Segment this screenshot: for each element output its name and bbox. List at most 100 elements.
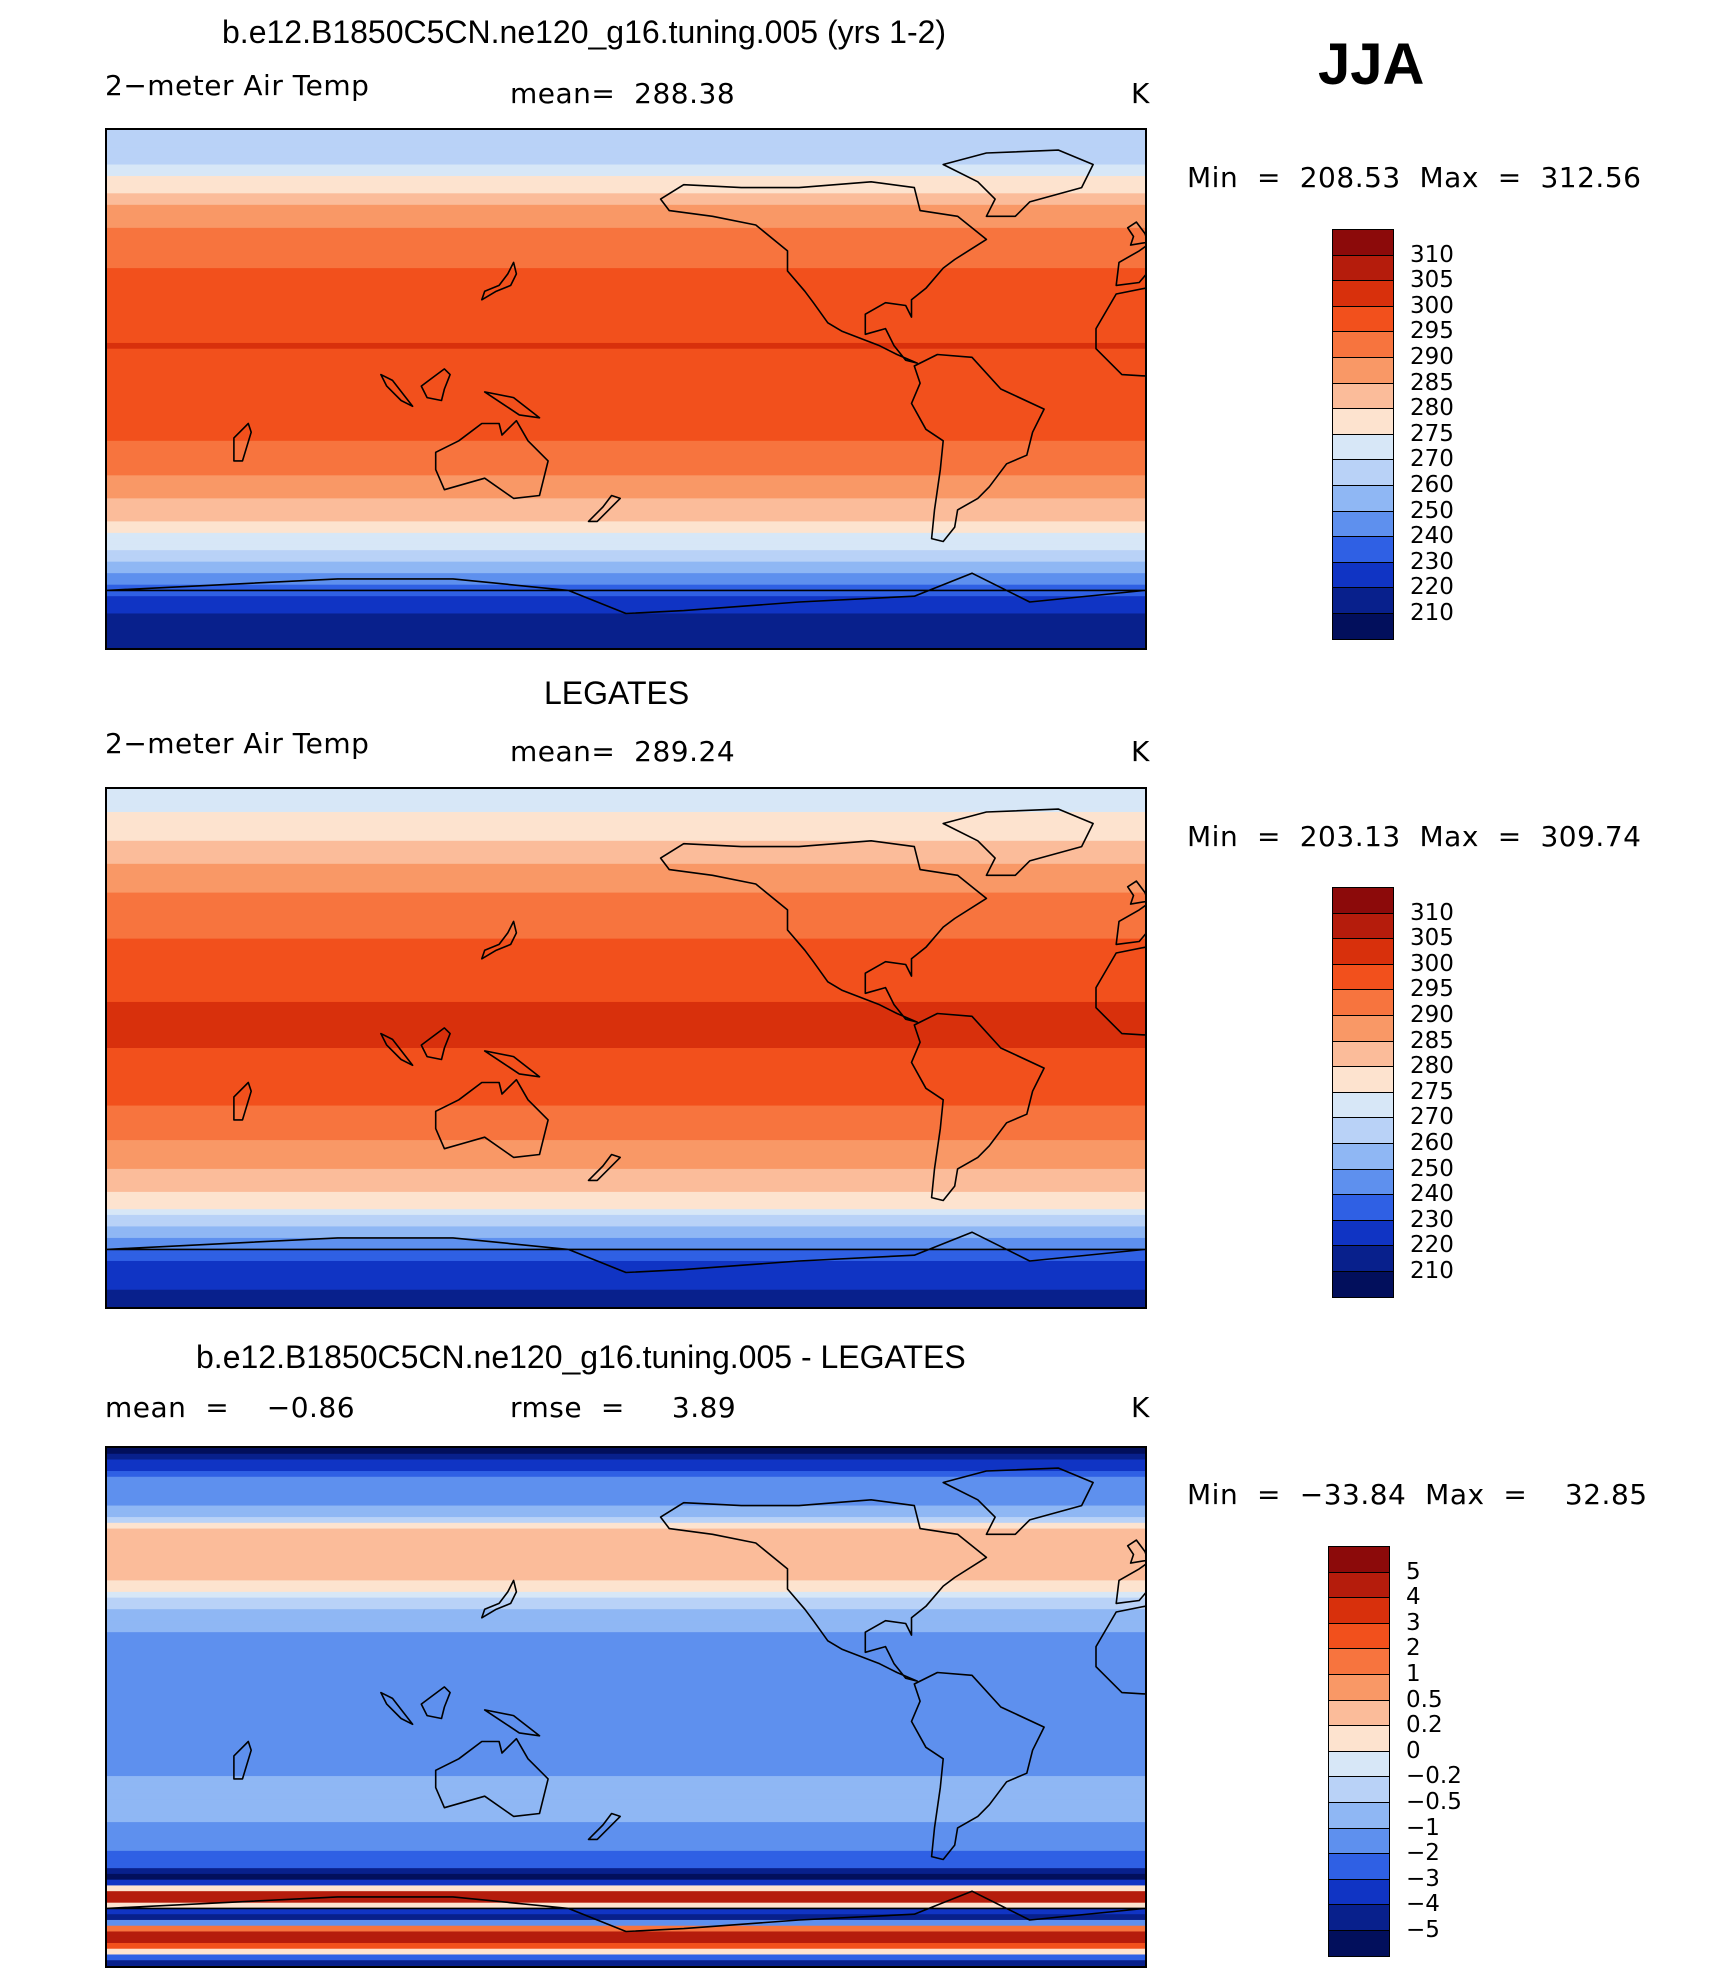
- coastline-japan: [481, 1579, 518, 1619]
- panel1-units-label: K: [1131, 77, 1150, 110]
- field-band: [107, 268, 1145, 275]
- field-band: [107, 400, 1145, 407]
- colorbar-tick-label: 240: [1410, 523, 1454, 550]
- field-band: [107, 440, 1145, 448]
- coastline-uk: [1126, 880, 1145, 905]
- field-band: [107, 1747, 1145, 1754]
- colorbar-swatch: [1332, 357, 1394, 384]
- colorbar-tick-label: 270: [1410, 1104, 1454, 1131]
- colorbar-tick-label: −4: [1406, 1891, 1440, 1918]
- field-band: [107, 187, 1145, 194]
- field-band: [107, 417, 1145, 425]
- field-band: [107, 852, 1145, 859]
- colorbar-swatch: [1332, 1143, 1394, 1170]
- field-band: [107, 389, 1145, 396]
- field-band: [107, 1833, 1145, 1840]
- colorbar-tick-label: 305: [1410, 925, 1454, 952]
- coastline-antarctica: [107, 1890, 1145, 1933]
- field-band: [107, 1718, 1145, 1725]
- colorbar-tick-label: 230: [1410, 548, 1454, 575]
- field-band: [107, 817, 1145, 825]
- field-band: [107, 1140, 1145, 1147]
- field-band: [107, 1614, 1145, 1622]
- coastline-new-guinea: [483, 391, 541, 419]
- field-band: [107, 509, 1145, 517]
- field-band: [107, 1735, 1145, 1743]
- field-band: [107, 1776, 1145, 1783]
- panel2-colorbar: 310 305 300 295 290 285 280 275 270 260 250 240 230 2…: [1332, 887, 1454, 1298]
- coastline-north-america: [659, 181, 988, 364]
- field-band: [107, 141, 1145, 148]
- coastline-uk: [1126, 221, 1145, 246]
- colorbar-tick-label: 275: [1410, 1078, 1454, 1105]
- field-band: [107, 990, 1145, 997]
- colorbar-tick-label: 295: [1410, 318, 1454, 345]
- field-band: [107, 504, 1145, 511]
- colorbar-swatch: [1332, 1117, 1394, 1144]
- field-band: [107, 904, 1145, 911]
- field-band: [107, 944, 1145, 951]
- colorbar-swatch: [1332, 1091, 1394, 1119]
- field-band: [107, 412, 1145, 419]
- field-band: [107, 130, 1145, 137]
- field-band: [107, 250, 1145, 258]
- colorbar-swatch: [1328, 1674, 1390, 1701]
- field-band: [107, 921, 1145, 928]
- field-band: [107, 1781, 1145, 1789]
- field-band: [107, 1632, 1145, 1639]
- field-band: [107, 383, 1145, 390]
- field-band: [107, 1168, 1145, 1176]
- colorbar-tick-label: 210: [1410, 1258, 1454, 1284]
- field-band: [107, 1770, 1145, 1777]
- coastline-borneo: [420, 1686, 451, 1720]
- colorbar-swatch: [1332, 587, 1394, 614]
- field-band: [107, 1024, 1145, 1032]
- colorbar-swatch: [1328, 1930, 1390, 1957]
- field-band: [107, 291, 1145, 298]
- colorbar-swatch: [1328, 1648, 1390, 1675]
- field-band: [107, 1151, 1145, 1158]
- field-band: [107, 840, 1145, 848]
- coastline-australia: [434, 1078, 549, 1159]
- colorbar-tick-label: 4: [1406, 1584, 1421, 1611]
- colorbar-swatch: [1328, 1622, 1390, 1650]
- field-band: [107, 1954, 1145, 1961]
- field-band: [107, 578, 1145, 586]
- field-band: [107, 538, 1145, 545]
- coastline-new-zealand: [587, 1153, 621, 1182]
- coastline-madagascar: [233, 1081, 252, 1121]
- field-band: [107, 996, 1145, 1003]
- colorbar-tick-label: 220: [1410, 1232, 1454, 1259]
- field-band: [107, 1724, 1145, 1731]
- field-band: [107, 423, 1145, 430]
- field-band: [107, 789, 1145, 796]
- field-band: [107, 1707, 1145, 1714]
- coastline-sumatra: [380, 1032, 414, 1067]
- field-band: [107, 1272, 1145, 1279]
- field-band: [107, 898, 1145, 905]
- field-band: [107, 1511, 1145, 1518]
- coastline-borneo: [420, 368, 451, 402]
- field-band: [107, 1591, 1145, 1599]
- coastline-north-america: [659, 840, 988, 1023]
- colorbar-swatch: [1328, 1904, 1390, 1931]
- colorbar-swatch: [1328, 1802, 1390, 1829]
- field-band: [107, 1476, 1145, 1484]
- field-band: [107, 1283, 1145, 1291]
- field-band: [107, 1522, 1145, 1530]
- field-band: [107, 1071, 1145, 1078]
- field-band: [107, 823, 1145, 830]
- colorbar-swatch: [1328, 1546, 1390, 1573]
- colorbar-tick-label: 3: [1406, 1609, 1421, 1636]
- colorbar-swatch: [1332, 382, 1394, 410]
- field-band: [107, 812, 1145, 819]
- field-band: [107, 463, 1145, 471]
- field-band: [107, 555, 1145, 563]
- field-band: [107, 1059, 1145, 1066]
- field-band: [107, 1203, 1145, 1210]
- colorbar-swatch: [1328, 1776, 1390, 1803]
- coastline-greenland: [942, 149, 1094, 218]
- colorbar-swatch: [1332, 280, 1394, 307]
- field-band: [107, 1862, 1145, 1869]
- field-band: [107, 544, 1145, 551]
